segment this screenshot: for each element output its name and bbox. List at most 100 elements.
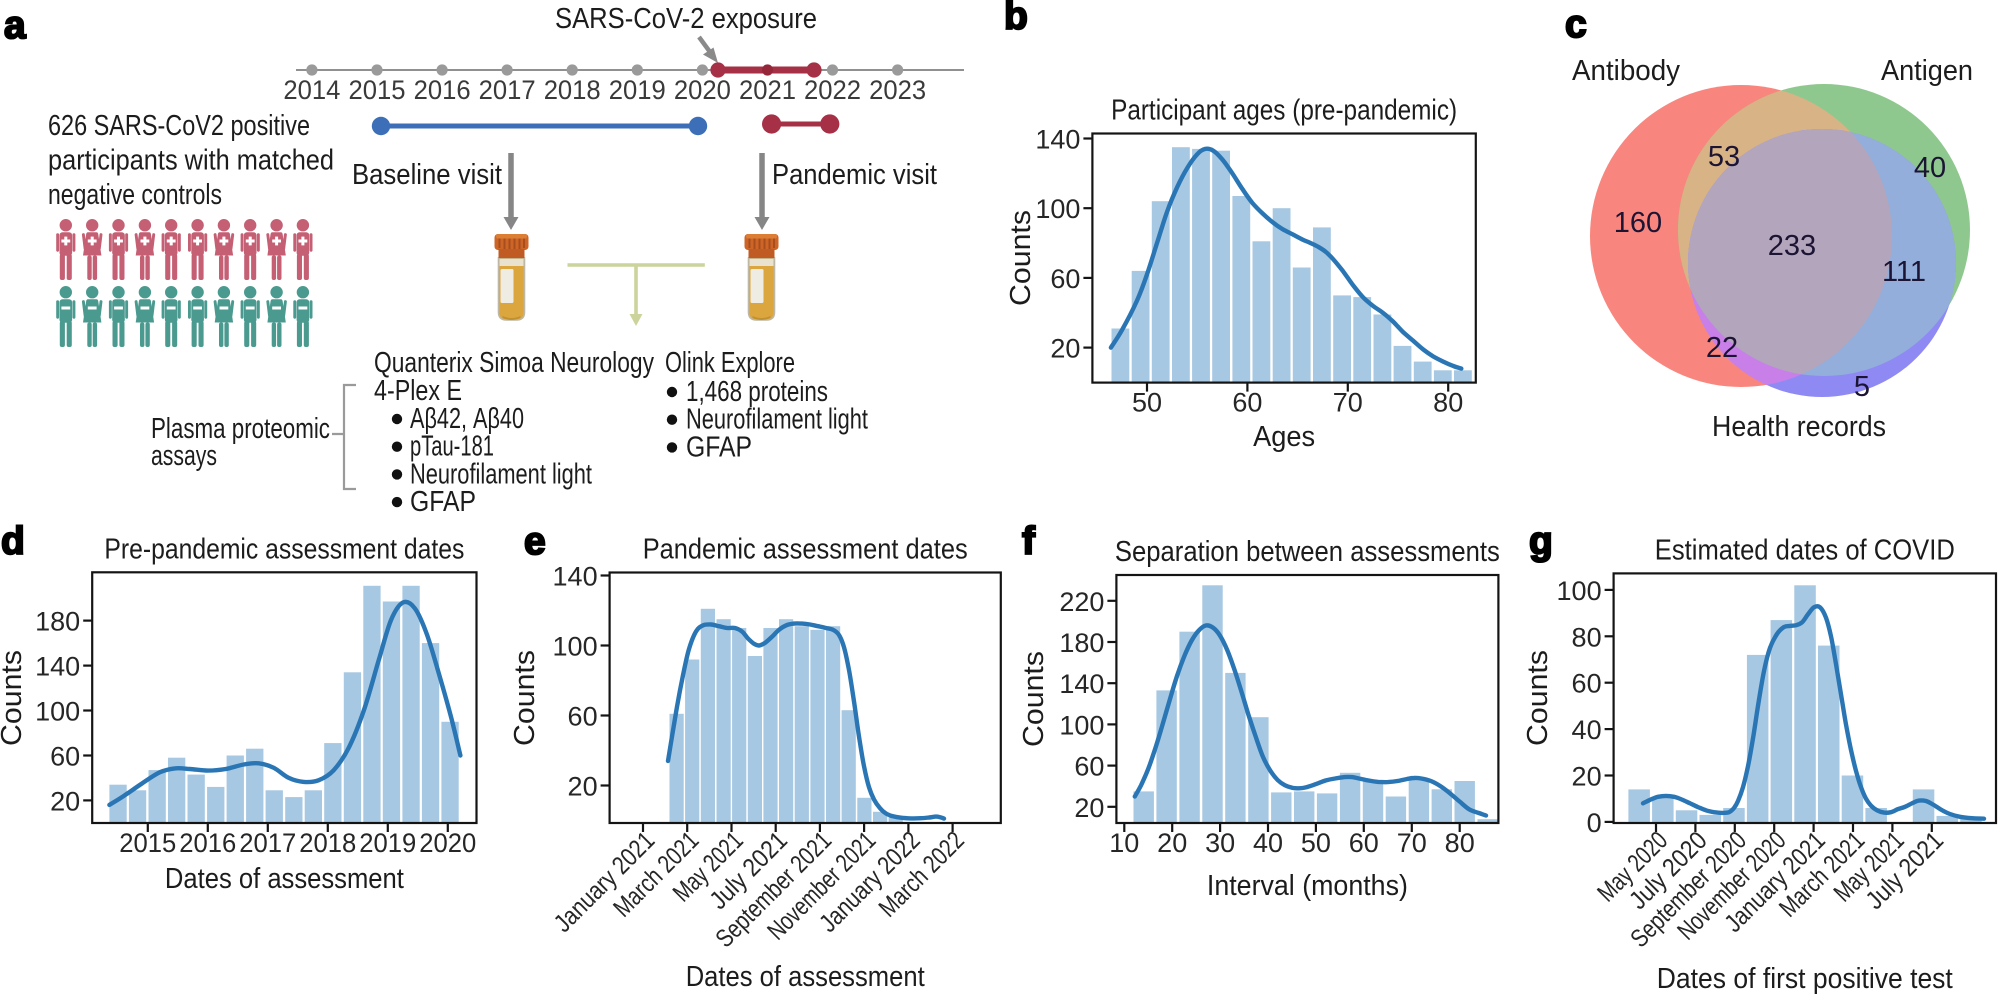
svg-text:Dates of first positive test: Dates of first positive test (1657, 963, 1953, 995)
svg-text:30: 30 (1205, 828, 1235, 858)
svg-text:100: 100 (1059, 710, 1104, 740)
svg-text:f: f (1022, 520, 1036, 563)
svg-text:100: 100 (35, 697, 80, 727)
svg-text:Counts: Counts (509, 650, 541, 746)
svg-text:Estimated dates of COVID: Estimated dates of COVID (1655, 534, 1955, 566)
svg-text:Antigen: Antigen (1881, 55, 1973, 87)
svg-text:60: 60 (1074, 752, 1104, 782)
svg-text:60: 60 (1050, 264, 1080, 294)
svg-text:50: 50 (1132, 388, 1162, 418)
svg-text:20: 20 (1074, 793, 1104, 823)
svg-text:2023: 2023 (869, 75, 926, 105)
svg-text:20: 20 (1157, 828, 1187, 858)
svg-text:Pandemic visit: Pandemic visit (772, 159, 937, 191)
svg-text:g: g (1529, 520, 1553, 563)
svg-text:60: 60 (1572, 669, 1602, 699)
svg-text:d: d (1, 520, 25, 563)
svg-text:80: 80 (1445, 828, 1475, 858)
svg-text:2018: 2018 (299, 828, 356, 858)
svg-text:2015: 2015 (119, 828, 176, 858)
svg-text:Antibody: Antibody (1572, 55, 1680, 87)
svg-text:626 SARS-CoV2 positive: 626 SARS-CoV2 positive (48, 110, 310, 142)
svg-text:100: 100 (553, 632, 598, 662)
svg-text:e: e (524, 520, 546, 563)
svg-text:2018: 2018 (544, 75, 601, 105)
svg-text:111: 111 (1882, 256, 1926, 288)
svg-text:2021: 2021 (739, 75, 796, 105)
svg-text:Counts: Counts (0, 650, 28, 746)
svg-text:negative controls: negative controls (48, 179, 222, 211)
svg-text:140: 140 (35, 652, 80, 682)
svg-text:22: 22 (1706, 332, 1738, 364)
svg-text:2017: 2017 (239, 828, 296, 858)
svg-text:220: 220 (1059, 587, 1104, 617)
svg-text:b: b (1004, 0, 1028, 38)
svg-text:40: 40 (1914, 152, 1946, 184)
svg-text:100: 100 (1035, 194, 1080, 224)
svg-text:4-Plex E: 4-Plex E (374, 375, 462, 407)
svg-text:20: 20 (568, 772, 598, 802)
svg-text:0: 0 (1587, 808, 1602, 838)
svg-text:2017: 2017 (479, 75, 536, 105)
svg-text:a: a (4, 4, 26, 47)
svg-text:Dates of assessment: Dates of assessment (686, 961, 925, 993)
svg-text:Neurofilament light: Neurofilament light (410, 458, 592, 490)
svg-text:2022: 2022 (804, 75, 861, 105)
svg-text:Ages: Ages (1253, 421, 1315, 453)
svg-text:2020: 2020 (419, 828, 476, 858)
svg-text:60: 60 (50, 742, 80, 772)
svg-text:2016: 2016 (414, 75, 471, 105)
svg-text:2015: 2015 (349, 75, 406, 105)
svg-text:5: 5 (1854, 371, 1870, 403)
svg-text:70: 70 (1333, 388, 1363, 418)
svg-text:100: 100 (1557, 576, 1602, 606)
svg-text:SARS-CoV-2 exposure: SARS-CoV-2 exposure (555, 3, 817, 35)
svg-text:Plasma proteomic: Plasma proteomic (151, 413, 330, 445)
svg-text:80: 80 (1433, 388, 1463, 418)
svg-text:Dates of assessment: Dates of assessment (165, 863, 404, 895)
svg-text:60: 60 (1232, 388, 1262, 418)
svg-text:20: 20 (50, 786, 80, 816)
svg-text:Quanterix Simoa Neurology: Quanterix Simoa Neurology (374, 347, 654, 379)
svg-text:140: 140 (1059, 669, 1104, 699)
svg-text:pTau-181: pTau-181 (410, 431, 494, 463)
svg-text:Counts: Counts (1018, 651, 1050, 747)
svg-text:60: 60 (1349, 828, 1379, 858)
svg-text:2019: 2019 (609, 75, 666, 105)
svg-text:80: 80 (1572, 622, 1602, 652)
svg-text:140: 140 (1035, 125, 1080, 155)
svg-text:Olink Explore: Olink Explore (665, 347, 795, 379)
svg-text:Aβ42, Aβ40: Aβ42, Aβ40 (410, 403, 524, 435)
svg-text:Counts: Counts (1522, 650, 1554, 746)
svg-text:GFAP: GFAP (686, 431, 752, 463)
svg-text:53: 53 (1708, 141, 1740, 173)
svg-text:40: 40 (1572, 715, 1602, 745)
svg-text:Pandemic assessment dates: Pandemic assessment dates (643, 534, 968, 566)
svg-text:70: 70 (1397, 828, 1427, 858)
svg-text:Interval (months): Interval (months) (1207, 870, 1408, 902)
svg-text:20: 20 (1050, 334, 1080, 364)
svg-text:160: 160 (1614, 207, 1662, 239)
svg-text:Health records: Health records (1712, 411, 1886, 443)
svg-text:20: 20 (1572, 762, 1602, 792)
svg-text:180: 180 (1059, 628, 1104, 658)
svg-text:2014: 2014 (283, 75, 340, 105)
svg-text:assays: assays (151, 440, 217, 472)
svg-text:2019: 2019 (359, 828, 416, 858)
svg-text:Baseline visit: Baseline visit (352, 159, 502, 191)
svg-text:140: 140 (553, 562, 598, 592)
svg-text:c: c (1565, 3, 1587, 46)
svg-text:Separation between assessments: Separation between assessments (1115, 536, 1500, 568)
svg-text:10: 10 (1109, 828, 1139, 858)
svg-text:Participant ages (pre-pandemic: Participant ages (pre-pandemic) (1111, 95, 1457, 127)
svg-text:233: 233 (1768, 230, 1816, 262)
svg-text:participants with matched: participants with matched (48, 145, 334, 177)
svg-text:60: 60 (568, 702, 598, 732)
svg-text:50: 50 (1301, 828, 1331, 858)
svg-text:Pre-pandemic assessment dates: Pre-pandemic assessment dates (104, 533, 464, 565)
svg-text:GFAP: GFAP (410, 486, 476, 518)
svg-text:Neurofilament light: Neurofilament light (686, 404, 868, 436)
svg-text:Counts: Counts (1005, 210, 1037, 306)
svg-text:40: 40 (1253, 828, 1283, 858)
svg-text:1,468 proteins: 1,468 proteins (686, 376, 828, 408)
